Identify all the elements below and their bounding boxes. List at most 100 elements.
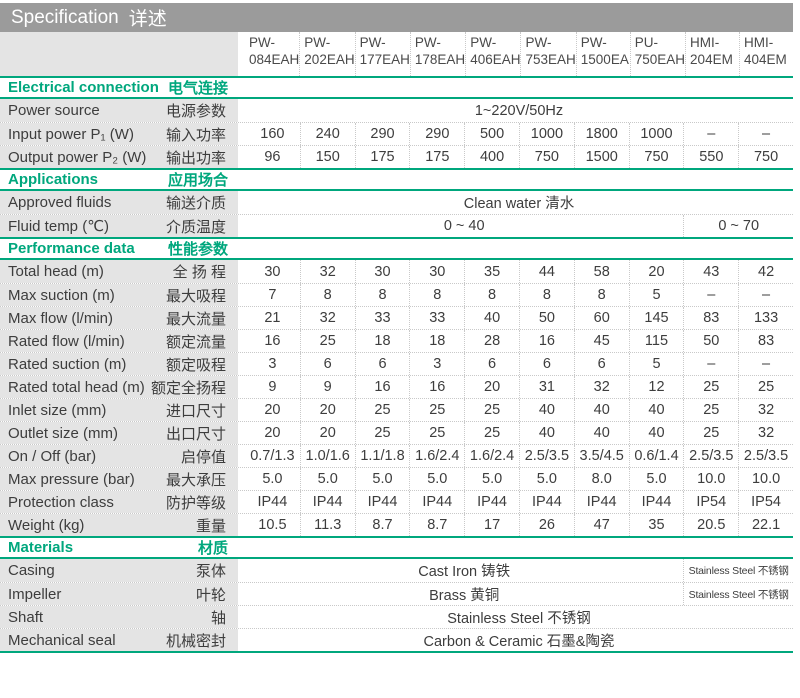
row-label-zh: 最大吸程 — [165, 287, 226, 305]
value-cell: – — [683, 284, 738, 306]
value-cell: 9 — [268, 379, 277, 395]
section-materials: Materials 材质 Casing 泵体 Cast Iron 铸铁 Stai… — [0, 536, 793, 653]
value-cell: IP44 — [628, 491, 684, 513]
model-column: PW- 178EAH — [409, 32, 465, 76]
row-label-zh: 输出功率 — [165, 149, 226, 167]
row-max-pressure: Max pressure (bar) 最大承压 5.0 5.0 5.0 5.0 … — [0, 467, 793, 490]
value-cell: 12 — [628, 376, 684, 398]
value-cell: 2.5/3.5 — [518, 445, 574, 467]
value-cell: IP54 — [683, 491, 738, 513]
row-label-zh: 额定全扬程 — [150, 379, 226, 397]
value-cell: 145 — [628, 307, 684, 329]
row-label-zh: 重量 — [195, 517, 226, 535]
value-cell: 10.0 — [738, 468, 793, 490]
value-cell: 96 — [264, 149, 281, 165]
row-label-en: Outlet size (mm) — [8, 424, 119, 442]
section-header-electrical: Electrical connection 电气连接 — [0, 78, 793, 99]
value-cell: 20 — [628, 260, 684, 283]
row-label-zh: 进口尺寸 — [165, 402, 226, 420]
row-label-en: Casing — [8, 562, 55, 579]
spec-sheet: Specification 详述 PW- 084EAH PW- 202EAH PW-… — [0, 3, 793, 653]
row-label-en: Rated total head (m) — [8, 378, 145, 396]
value-cell: 5 — [628, 284, 684, 306]
value-cell: 10.0 — [683, 468, 738, 490]
value-cell: 32 — [738, 399, 793, 421]
row-label-zh: 额定流量 — [165, 333, 226, 351]
model-column: PU- 750EAH — [629, 32, 685, 76]
row-label-en: Inlet size (mm) — [8, 401, 107, 419]
value-cell: 16 — [264, 333, 281, 349]
value-cell: 40 — [573, 422, 629, 444]
value-cell: 16 — [409, 376, 464, 398]
value-cell: 25 — [738, 376, 793, 398]
value-cell: – — [683, 123, 738, 145]
section-title-zh: 性能参数 — [167, 241, 228, 258]
row-label-en: Impeller — [8, 585, 62, 603]
value-cell: 6 — [299, 353, 355, 375]
value-cell: 42 — [738, 260, 793, 283]
value-cell: 400 — [464, 146, 519, 168]
value-cell: 43 — [683, 260, 738, 283]
value-cell: 115 — [628, 330, 684, 352]
value-cell: 8.0 — [573, 468, 629, 490]
section-electrical-connection: Electrical connection 电气连接 Power source … — [0, 76, 793, 168]
value-cell: 83 — [738, 330, 793, 352]
value-cell: 17 — [464, 514, 519, 536]
value-cell: 0 ~ 70 — [683, 215, 793, 237]
value-cell: 5.0 — [518, 468, 574, 490]
row-label-zh: 出口尺寸 — [165, 425, 226, 443]
row-weight: Weight (kg) 重量 10.5 11.3 8.7 8.7 17 26 4… — [0, 513, 793, 536]
value-cell: 160 — [260, 126, 285, 142]
value-cell: 26 — [518, 514, 574, 536]
section-title-en: Applications — [8, 171, 99, 188]
value-cell: 25 — [464, 422, 519, 444]
value-cell: 40 — [628, 422, 684, 444]
value-cell: 5.0 — [299, 468, 355, 490]
row-on-off: On / Off (bar) 启停值 0.7/1.3 1.0/1.6 1.1/1… — [0, 444, 793, 467]
value-cell: 8 — [573, 284, 629, 306]
row-label-zh: 输入功率 — [165, 126, 226, 144]
row-label-zh: 最大流量 — [165, 310, 226, 328]
value-cell: 6 — [464, 353, 519, 375]
model-header-cells: PW- 084EAH PW- 202EAH PW- 177EAH PW- 178EAH … — [245, 32, 793, 76]
row-impeller: Impeller 叶轮 Brass 黄铜 Stainless Steel 不锈钢 — [0, 582, 793, 605]
row-label-en: Max suction (m) — [8, 286, 115, 304]
value-cell: 32 — [299, 307, 355, 329]
model-column: PW- 177EAH — [354, 32, 410, 76]
value-cell: 1.6/2.4 — [464, 445, 519, 467]
row-input-power: Input power P₁ (W) 输入功率 160 240 290 290 … — [0, 122, 793, 145]
section-title-zh: 电气连接 — [167, 80, 228, 97]
row-label-zh: 叶轮 — [195, 586, 226, 604]
value-cell: 25 — [409, 422, 464, 444]
row-casing: Casing 泵体 Cast Iron 铸铁 Stainless Steel 不… — [0, 559, 793, 582]
value-cell: 25 — [683, 376, 738, 398]
value-cell: 28 — [464, 330, 519, 352]
value-cell: 20 — [264, 425, 281, 441]
row-label-zh: 全 扬 程 — [172, 264, 226, 281]
value-cell: Brass 黄铜 — [429, 587, 500, 604]
row-approved-fluids: Approved fluids 输送介质 Clean water 清水 — [0, 191, 793, 214]
value-cell: 25 — [683, 399, 738, 421]
row-label-zh: 防护等级 — [165, 494, 226, 512]
value-cell: Stainless Steel 不锈钢 — [683, 559, 793, 582]
value-cell: 3 — [409, 353, 464, 375]
value-cell: 25 — [299, 330, 355, 352]
value-cell: IP44 — [573, 491, 629, 513]
row-label-en: Power source — [8, 102, 100, 119]
value-cell: 1.1/1.8 — [354, 445, 410, 467]
value-cell: IP44 — [354, 491, 410, 513]
title-bar: Specification 详述 — [0, 3, 793, 32]
value-cell: 8.7 — [409, 514, 464, 536]
value-cell: 5 — [628, 353, 684, 375]
value-cell: IP54 — [738, 491, 793, 513]
value-cell: 20 — [299, 422, 355, 444]
value-cell: IP44 — [464, 491, 519, 513]
value-cell: 25 — [409, 399, 464, 421]
value-cell: 9 — [299, 376, 355, 398]
value-cell: 60 — [573, 307, 629, 329]
value-cell: 175 — [354, 146, 410, 168]
row-label-en: Mechanical seal — [8, 631, 116, 649]
value-cell: 33 — [409, 307, 464, 329]
row-label-zh: 介质温度 — [165, 218, 226, 236]
row-outlet-size: Outlet size (mm) 出口尺寸 20 20 25 25 25 40 … — [0, 421, 793, 444]
